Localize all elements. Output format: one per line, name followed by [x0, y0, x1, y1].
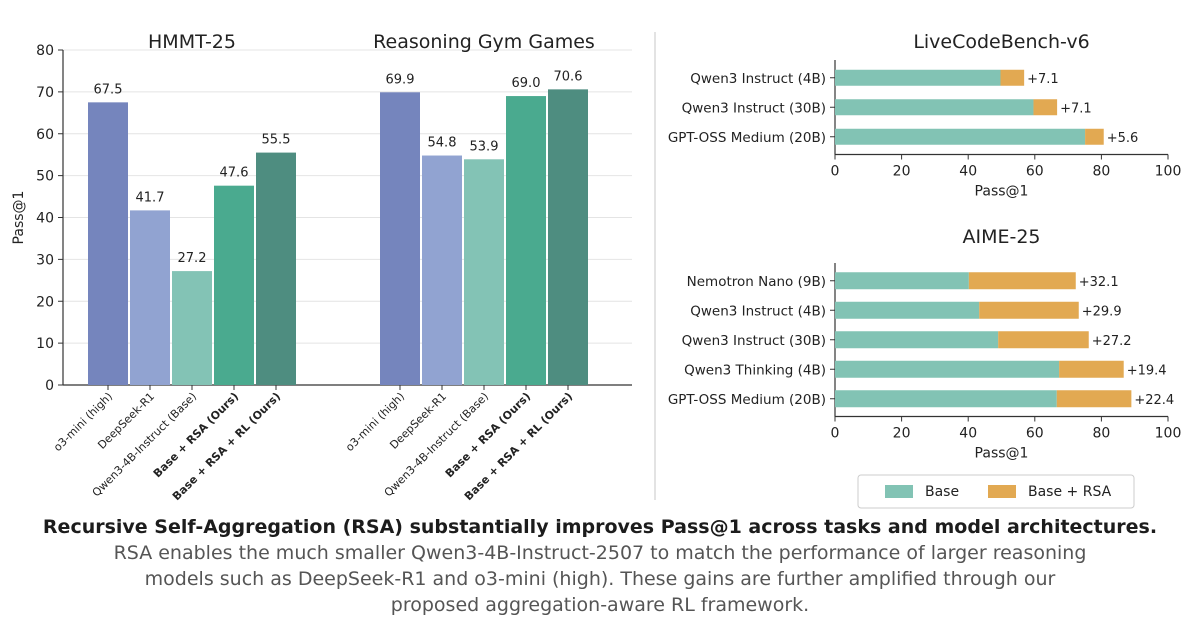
y-tick-label: 50: [36, 169, 54, 185]
bar-rsa-gain: [1056, 390, 1132, 408]
x-axis-label: Pass@1: [975, 184, 1029, 200]
bar-base: [835, 99, 1034, 116]
panel-title: HMMT-25: [148, 31, 236, 53]
x-tick-label: 20: [893, 426, 911, 442]
bar-rsa-gain: [1033, 99, 1058, 116]
bar-base: [835, 272, 969, 290]
y-tick-label: Qwen3 Thinking (4B): [684, 362, 826, 378]
x-tick-label: 0: [831, 426, 840, 442]
gain-label: +7.1: [1027, 72, 1059, 87]
gain-label: +29.9: [1082, 304, 1122, 319]
bar: [464, 159, 504, 385]
caption-body: RSA enables the much smaller Qwen3-4B-In…: [113, 542, 1087, 616]
gain-label: +22.4: [1134, 393, 1174, 408]
y-tick-label: 20: [36, 294, 54, 310]
bar-value-label: 53.9: [470, 139, 499, 154]
caption: Recursive Self-Aggregation (RSA) substan…: [0, 514, 1200, 618]
bar: [548, 89, 588, 386]
x-tick-label: 20: [893, 164, 911, 180]
bar-base: [835, 128, 1086, 145]
y-tick-label: Qwen3 Instruct (4B): [690, 71, 826, 87]
gain-label: +5.6: [1107, 131, 1139, 146]
y-tick-label: GPT-OSS Medium (20B): [668, 392, 826, 408]
bar-value-label: 41.7: [136, 190, 165, 205]
bar-value-label: 54.8: [428, 136, 457, 151]
y-tick-label: 30: [36, 252, 54, 268]
y-tick-label: 80: [36, 43, 54, 59]
bar-rsa-gain: [1059, 360, 1124, 378]
legend-label: Base: [925, 484, 959, 500]
bar-base: [835, 69, 1001, 86]
x-tick-label: 80: [1092, 164, 1110, 180]
bar: [422, 155, 462, 385]
bar-value-label: 47.6: [220, 166, 249, 181]
panel-title: Reasoning Gym Games: [373, 31, 595, 53]
y-tick-label: 0: [45, 378, 54, 394]
figure-svg: 01020304050607080Pass@1HMMT-2567.5o3-min…: [11, 31, 1182, 509]
bar-rsa-gain: [1000, 69, 1025, 86]
bar: [256, 152, 296, 385]
bar: [380, 92, 420, 385]
y-tick-label: 10: [36, 336, 54, 352]
legend-swatch: [885, 485, 913, 498]
bar-rsa-gain: [968, 272, 1076, 290]
y-tick-label: Qwen3 Instruct (30B): [682, 100, 826, 116]
legend-label: Base + RSA: [1028, 484, 1112, 500]
x-tick-label: 40: [959, 426, 977, 442]
y-tick-label: 40: [36, 211, 54, 227]
bar-base: [835, 331, 999, 349]
bar-rsa-gain: [998, 331, 1089, 349]
bar: [88, 102, 128, 385]
y-tick-label: Nemotron Nano (9B): [687, 274, 826, 290]
panel-title: AIME-25: [962, 226, 1040, 248]
y-axis-label: Pass@1: [11, 191, 27, 245]
bar: [214, 185, 254, 385]
x-tick-label: 60: [1026, 164, 1044, 180]
y-tick-label: GPT-OSS Medium (20B): [668, 130, 826, 146]
y-tick-label: Qwen3 Instruct (30B): [682, 333, 826, 349]
bar-value-label: 69.9: [386, 72, 415, 87]
bar-base: [835, 360, 1060, 378]
bar-value-label: 55.5: [262, 133, 291, 148]
x-tick-label: 0: [831, 164, 840, 180]
bar-value-label: 69.0: [512, 76, 541, 91]
bar-value-label: 70.6: [554, 69, 583, 84]
gain-label: +27.2: [1092, 334, 1132, 349]
bar-base: [835, 390, 1057, 408]
x-tick-label: 60: [1026, 426, 1044, 442]
bar-rsa-gain: [979, 301, 1079, 319]
bar: [130, 210, 170, 385]
x-tick-label: 80: [1092, 426, 1110, 442]
legend-swatch: [988, 485, 1016, 498]
y-tick-label: Qwen3 Instruct (4B): [690, 303, 826, 319]
bar-value-label: 67.5: [94, 82, 123, 97]
bar: [506, 96, 546, 385]
caption-title: Recursive Self-Aggregation (RSA) substan…: [42, 516, 1158, 538]
bar-rsa-gain: [1085, 128, 1104, 145]
bar: [172, 271, 212, 385]
gain-label: +7.1: [1060, 101, 1092, 116]
y-tick-label: 60: [36, 127, 54, 143]
x-tick-label: 40: [959, 164, 977, 180]
x-tick-label: 100: [1155, 164, 1182, 180]
bar-value-label: 27.2: [178, 251, 207, 266]
y-tick-label: 70: [36, 85, 54, 101]
x-axis-label: Pass@1: [975, 446, 1029, 462]
x-tick-label: 100: [1155, 426, 1182, 442]
figure: 0 10 20 30 40 50 60 70 80 Pass@1 HMMT-25 67.5 o3-min…: [11, 31, 1182, 509]
panel-title: LiveCodeBench-v6: [913, 31, 1089, 53]
bar-base: [835, 301, 980, 319]
gain-label: +32.1: [1079, 275, 1119, 290]
gain-label: +19.4: [1127, 363, 1167, 378]
